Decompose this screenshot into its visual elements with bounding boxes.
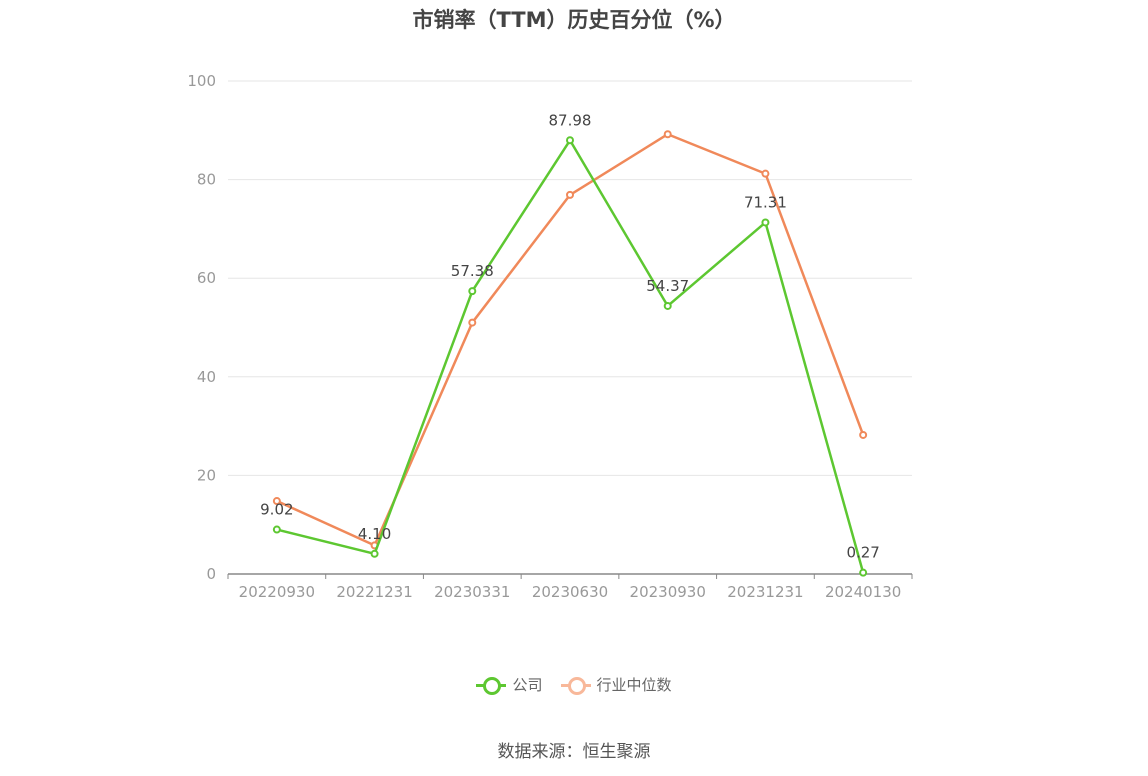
data-label: 9.02 [260,501,293,519]
data-point-company [761,218,770,227]
data-label: 71.31 [744,193,787,211]
data-point-industry [761,169,770,178]
data-point-industry [663,130,672,139]
data-label: 0.27 [846,544,879,562]
x-tick-label: 20221231 [336,583,412,601]
y-tick-label: 0 [206,565,216,583]
x-tick-label: 20230331 [434,583,510,601]
data-point-company [566,136,574,145]
data-point-company [859,568,868,577]
data-label: 57.38 [451,262,494,280]
legend-industry-swatch-icon [560,675,591,695]
x-tick-label: 20230630 [532,583,608,601]
x-tick-label: 20220930 [239,583,315,601]
y-tick-label: 60 [197,269,216,287]
data-point-company [370,549,379,558]
y-tick-label: 20 [197,466,216,484]
chart-title: 市销率（TTM）历史百分位（%） [412,8,736,32]
legend: 公司 行业中位数 [0,674,1148,695]
y-tick-label: 40 [197,368,216,386]
data-label: 54.37 [646,277,689,295]
x-tick-label: 20230930 [630,583,706,601]
data-point-company [272,525,281,534]
data-point-company [663,301,672,310]
data-point-industry [859,430,868,439]
data-point-industry [272,497,281,506]
x-tick-label: 20240130 [825,583,901,601]
x-tick-label: 20231231 [727,583,803,601]
y-tick-label: 80 [197,171,216,189]
legend-item-company[interactable]: 公司 [476,674,543,695]
data-source: 数据来源：恒生聚源 [497,742,651,762]
data-point-industry [468,318,477,327]
data-label: 4.10 [358,525,391,543]
legend-company-swatch-icon [476,675,507,695]
legend-item-industry[interactable]: 行业中位数 [560,674,672,695]
data-point-company [468,287,477,296]
legend-label-company: 公司 [512,676,543,694]
data-label: 87.98 [549,111,592,129]
data-point-industry [566,190,574,199]
y-tick-label: 100 [187,72,216,90]
legend-label-industry: 行业中位数 [596,676,672,694]
